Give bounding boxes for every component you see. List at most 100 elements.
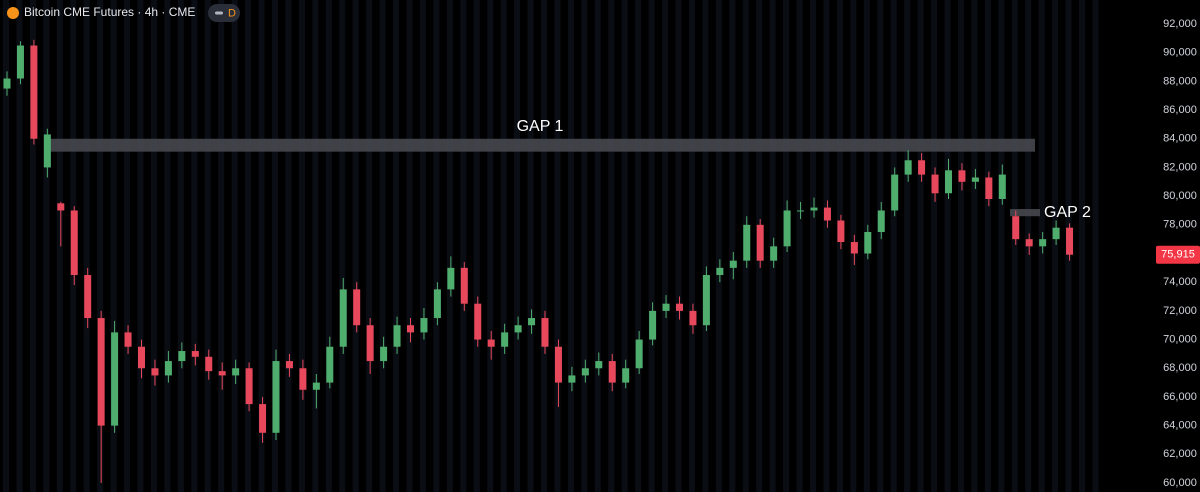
y-tick-label: 64,000 — [1163, 420, 1197, 432]
stripe — [393, 0, 400, 492]
candle-body — [299, 368, 307, 390]
stripe — [419, 0, 426, 492]
candle-body — [43, 134, 51, 168]
candle-body — [460, 267, 468, 304]
stripe — [608, 0, 615, 492]
badge[interactable] — [208, 4, 240, 22]
candle-body — [931, 174, 939, 194]
candle-body — [393, 325, 401, 347]
stripe — [433, 0, 440, 492]
stripe — [917, 0, 924, 492]
y-tick-label: 70,000 — [1163, 333, 1197, 345]
y-tick-label: 84,000 — [1163, 133, 1197, 145]
stripe — [29, 0, 36, 492]
candle-body — [810, 207, 818, 211]
stripe — [514, 0, 521, 492]
stripe — [890, 0, 897, 492]
stripe — [810, 0, 816, 492]
stripe — [16, 0, 23, 492]
candle-body — [487, 339, 495, 347]
stripe — [675, 0, 682, 492]
badge-icon — [215, 11, 223, 15]
candle-body — [1025, 239, 1033, 247]
stripe — [487, 0, 494, 492]
candle-body — [272, 361, 280, 433]
candle-body — [743, 224, 751, 261]
stripe — [554, 0, 561, 492]
candle-body — [178, 351, 186, 362]
candle-body — [904, 160, 912, 175]
candle-body — [339, 289, 347, 347]
stripe — [406, 0, 413, 492]
y-tick-label: 80,000 — [1163, 190, 1197, 202]
stripe — [285, 0, 292, 492]
y-tick-label: 60,000 — [1163, 477, 1197, 489]
stripe — [769, 0, 776, 492]
candle-body — [608, 361, 616, 383]
candle-body — [676, 303, 683, 311]
stripe — [648, 0, 655, 492]
candle-body — [823, 207, 831, 221]
y-tick-label: 86,000 — [1163, 104, 1197, 116]
last-price-label: 75,915 — [1161, 249, 1195, 261]
candle-body — [716, 267, 724, 276]
candle-body — [662, 303, 670, 311]
candle-body — [581, 368, 589, 376]
candle-body — [70, 210, 78, 276]
last-price-tag — [1156, 245, 1200, 264]
candle-body — [366, 325, 374, 362]
candle-body — [891, 174, 899, 211]
candle-body — [420, 318, 428, 333]
stripe — [379, 0, 386, 492]
stripe — [729, 0, 736, 492]
chart-title: Bitcoin CME Futures · 4h · CME — [24, 5, 195, 19]
stripe — [1052, 0, 1059, 492]
stripe — [688, 0, 695, 492]
candle-body — [837, 220, 845, 243]
stripe — [621, 0, 628, 492]
candle-body — [689, 310, 697, 326]
stripe — [1092, 0, 1099, 492]
stripe — [971, 0, 978, 492]
candle-body — [702, 275, 710, 326]
stripe — [1011, 0, 1018, 492]
candle-body — [312, 382, 320, 390]
stripe — [957, 0, 964, 492]
stripe — [43, 0, 50, 492]
candle-body — [797, 210, 805, 212]
candle-body — [326, 346, 334, 383]
stripe — [823, 0, 830, 492]
candle-body — [232, 368, 240, 376]
stripe — [231, 0, 238, 492]
candle-body — [3, 78, 11, 89]
stripe — [581, 0, 588, 492]
stripe — [446, 0, 453, 492]
stripe — [594, 0, 601, 492]
stripe — [473, 0, 480, 492]
candle-body — [1052, 227, 1060, 240]
candle-body — [958, 170, 966, 182]
y-tick-label: 90,000 — [1163, 47, 1197, 59]
stripe — [191, 0, 198, 492]
candle-body — [57, 203, 65, 211]
stripe — [124, 0, 131, 492]
candle-body — [1066, 227, 1074, 255]
candle-body — [191, 351, 199, 357]
stripe — [110, 0, 117, 492]
bitcoin-icon — [7, 7, 19, 19]
candle-body — [407, 325, 414, 333]
candle-body — [501, 332, 509, 347]
y-tick-label: 68,000 — [1163, 362, 1197, 374]
candle-body — [218, 371, 226, 376]
y-tick-label: 66,000 — [1163, 391, 1197, 403]
stripe — [150, 0, 157, 492]
stripe — [635, 0, 642, 492]
candle-body — [380, 346, 388, 362]
stripe — [998, 0, 1005, 492]
stripe — [245, 0, 252, 492]
candle-body — [30, 45, 38, 139]
candle-body — [528, 318, 536, 326]
stripe — [339, 0, 346, 492]
stripe — [836, 0, 843, 492]
